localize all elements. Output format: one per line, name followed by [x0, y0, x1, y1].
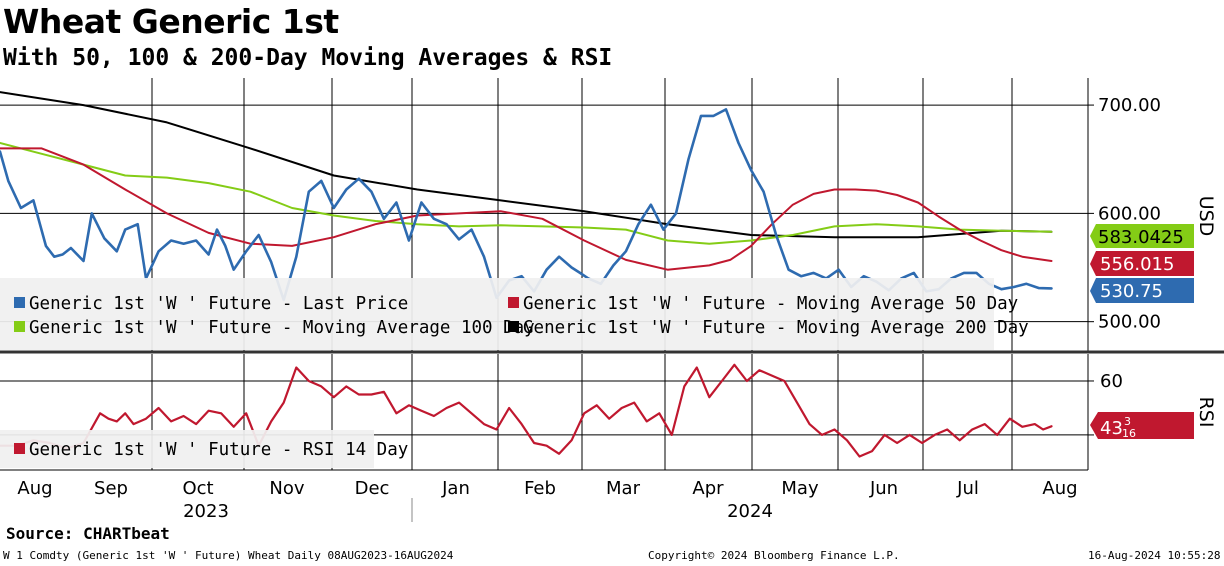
- rsi-legend-box: [0, 430, 374, 468]
- price-tick-label: 500.00: [1098, 312, 1161, 333]
- x-tick-label: Feb: [524, 478, 556, 499]
- x-tick-label: Jan: [441, 478, 470, 499]
- footer-security: W 1 Comdty (Generic 1st 'W ' Future) Whe…: [3, 549, 454, 562]
- source-note: Source: CHARTbeat: [6, 524, 170, 543]
- series-line-rsi: [0, 363, 1053, 458]
- series-line-price: [0, 108, 1053, 302]
- legend-swatch-ma200: [508, 321, 519, 332]
- x-tick-label: Aug: [17, 478, 52, 499]
- tag-ma50-shape: [1090, 251, 1194, 276]
- tag-rsi-shape: [1090, 412, 1194, 439]
- legend-swatch-ma50: [508, 297, 519, 308]
- legend-swatch-price: [14, 297, 25, 308]
- rsi-panel: 60 Generic 1st 'W ' Future - RSI 14 Day …: [0, 354, 1217, 471]
- legend-label-ma100: Generic 1st 'W ' Future - Moving Average…: [29, 318, 535, 338]
- year-label-2024: 2024: [727, 501, 773, 522]
- legend-label-rsi: Generic 1st 'W ' Future - RSI 14 Day: [29, 440, 408, 460]
- price-axis-unit: USD: [1195, 196, 1217, 237]
- footer-timestamp: 16-Aug-2024 10:55:28: [1088, 549, 1221, 562]
- tag-ma100: 583.0425: [1098, 227, 1184, 248]
- x-tick-label: Oct: [182, 478, 213, 499]
- rsi-axis-unit: RSI: [1195, 397, 1217, 428]
- price-series: [0, 91, 1053, 302]
- price-tick-label: 700.00: [1098, 95, 1161, 116]
- tag-price: 530.75: [1100, 281, 1163, 302]
- x-tick-label: May: [781, 478, 819, 499]
- x-tick-label: Jul: [956, 478, 979, 499]
- legend-swatch-rsi: [14, 443, 25, 454]
- series-line-ma50: [0, 147, 1053, 271]
- chart-subtitle: With 50, 100 & 200-Day Moving Averages &…: [3, 45, 613, 71]
- legend-label-price: Generic 1st 'W ' Future - Last Price: [29, 294, 408, 314]
- tag-rsi-denominator: 16: [1122, 427, 1136, 440]
- tag-rsi-numerator: 3: [1124, 415, 1131, 428]
- legend-swatch-ma100: [14, 321, 25, 332]
- last-value-tags: 583.0425 556.015 530.75: [1090, 224, 1194, 303]
- price-tick-label: 600.00: [1098, 203, 1161, 224]
- x-tick-label: Aug: [1042, 478, 1077, 499]
- x-tick-label: Dec: [355, 478, 390, 499]
- x-tick-label: Nov: [269, 478, 304, 499]
- rsi-series: [0, 363, 1053, 458]
- legend-label-ma50: Generic 1st 'W ' Future - Moving Average…: [523, 294, 1018, 314]
- rsi-y-axis: 60: [1088, 371, 1123, 436]
- rsi-value-gridlines: [0, 380, 1088, 436]
- tag-ma100-shape: [1090, 224, 1194, 248]
- legend-box: [0, 278, 994, 350]
- rsi-tick-label: 60: [1100, 371, 1123, 392]
- year-label-2023: 2023: [183, 501, 229, 522]
- x-tick-label: Sep: [94, 478, 128, 499]
- tag-rsi-whole: 43: [1100, 418, 1123, 439]
- x-tick-label: Jun: [869, 478, 898, 499]
- rsi-month-gridlines: [151, 354, 1013, 470]
- tag-price-shape: [1090, 278, 1194, 303]
- price-y-axis: 500.00 600.00 700.00: [1088, 95, 1161, 333]
- x-tick-label: Apr: [692, 478, 724, 499]
- x-tick-label: Mar: [606, 478, 641, 499]
- chart-title: Wheat Generic 1st: [3, 2, 339, 41]
- legend-label-ma200: Generic 1st 'W ' Future - Moving Average…: [523, 318, 1029, 338]
- series-line-ma200: [0, 91, 1053, 239]
- x-axis-months: Aug Sep Oct Nov Dec Jan Feb Mar Apr May Jun Jul Aug: [17, 478, 1077, 499]
- price-panel: 500.00 600.00 700.00 Generic 1st 'W ' Futu…: [0, 78, 1217, 352]
- legend: Generic 1st 'W ' Future - Last Price Gen…: [14, 294, 1029, 338]
- tag-ma50: 556.015: [1100, 254, 1174, 275]
- footer-copyright: Copyright© 2024 Bloomberg Finance L.P.: [648, 549, 900, 562]
- series-line-ma100: [0, 142, 1053, 245]
